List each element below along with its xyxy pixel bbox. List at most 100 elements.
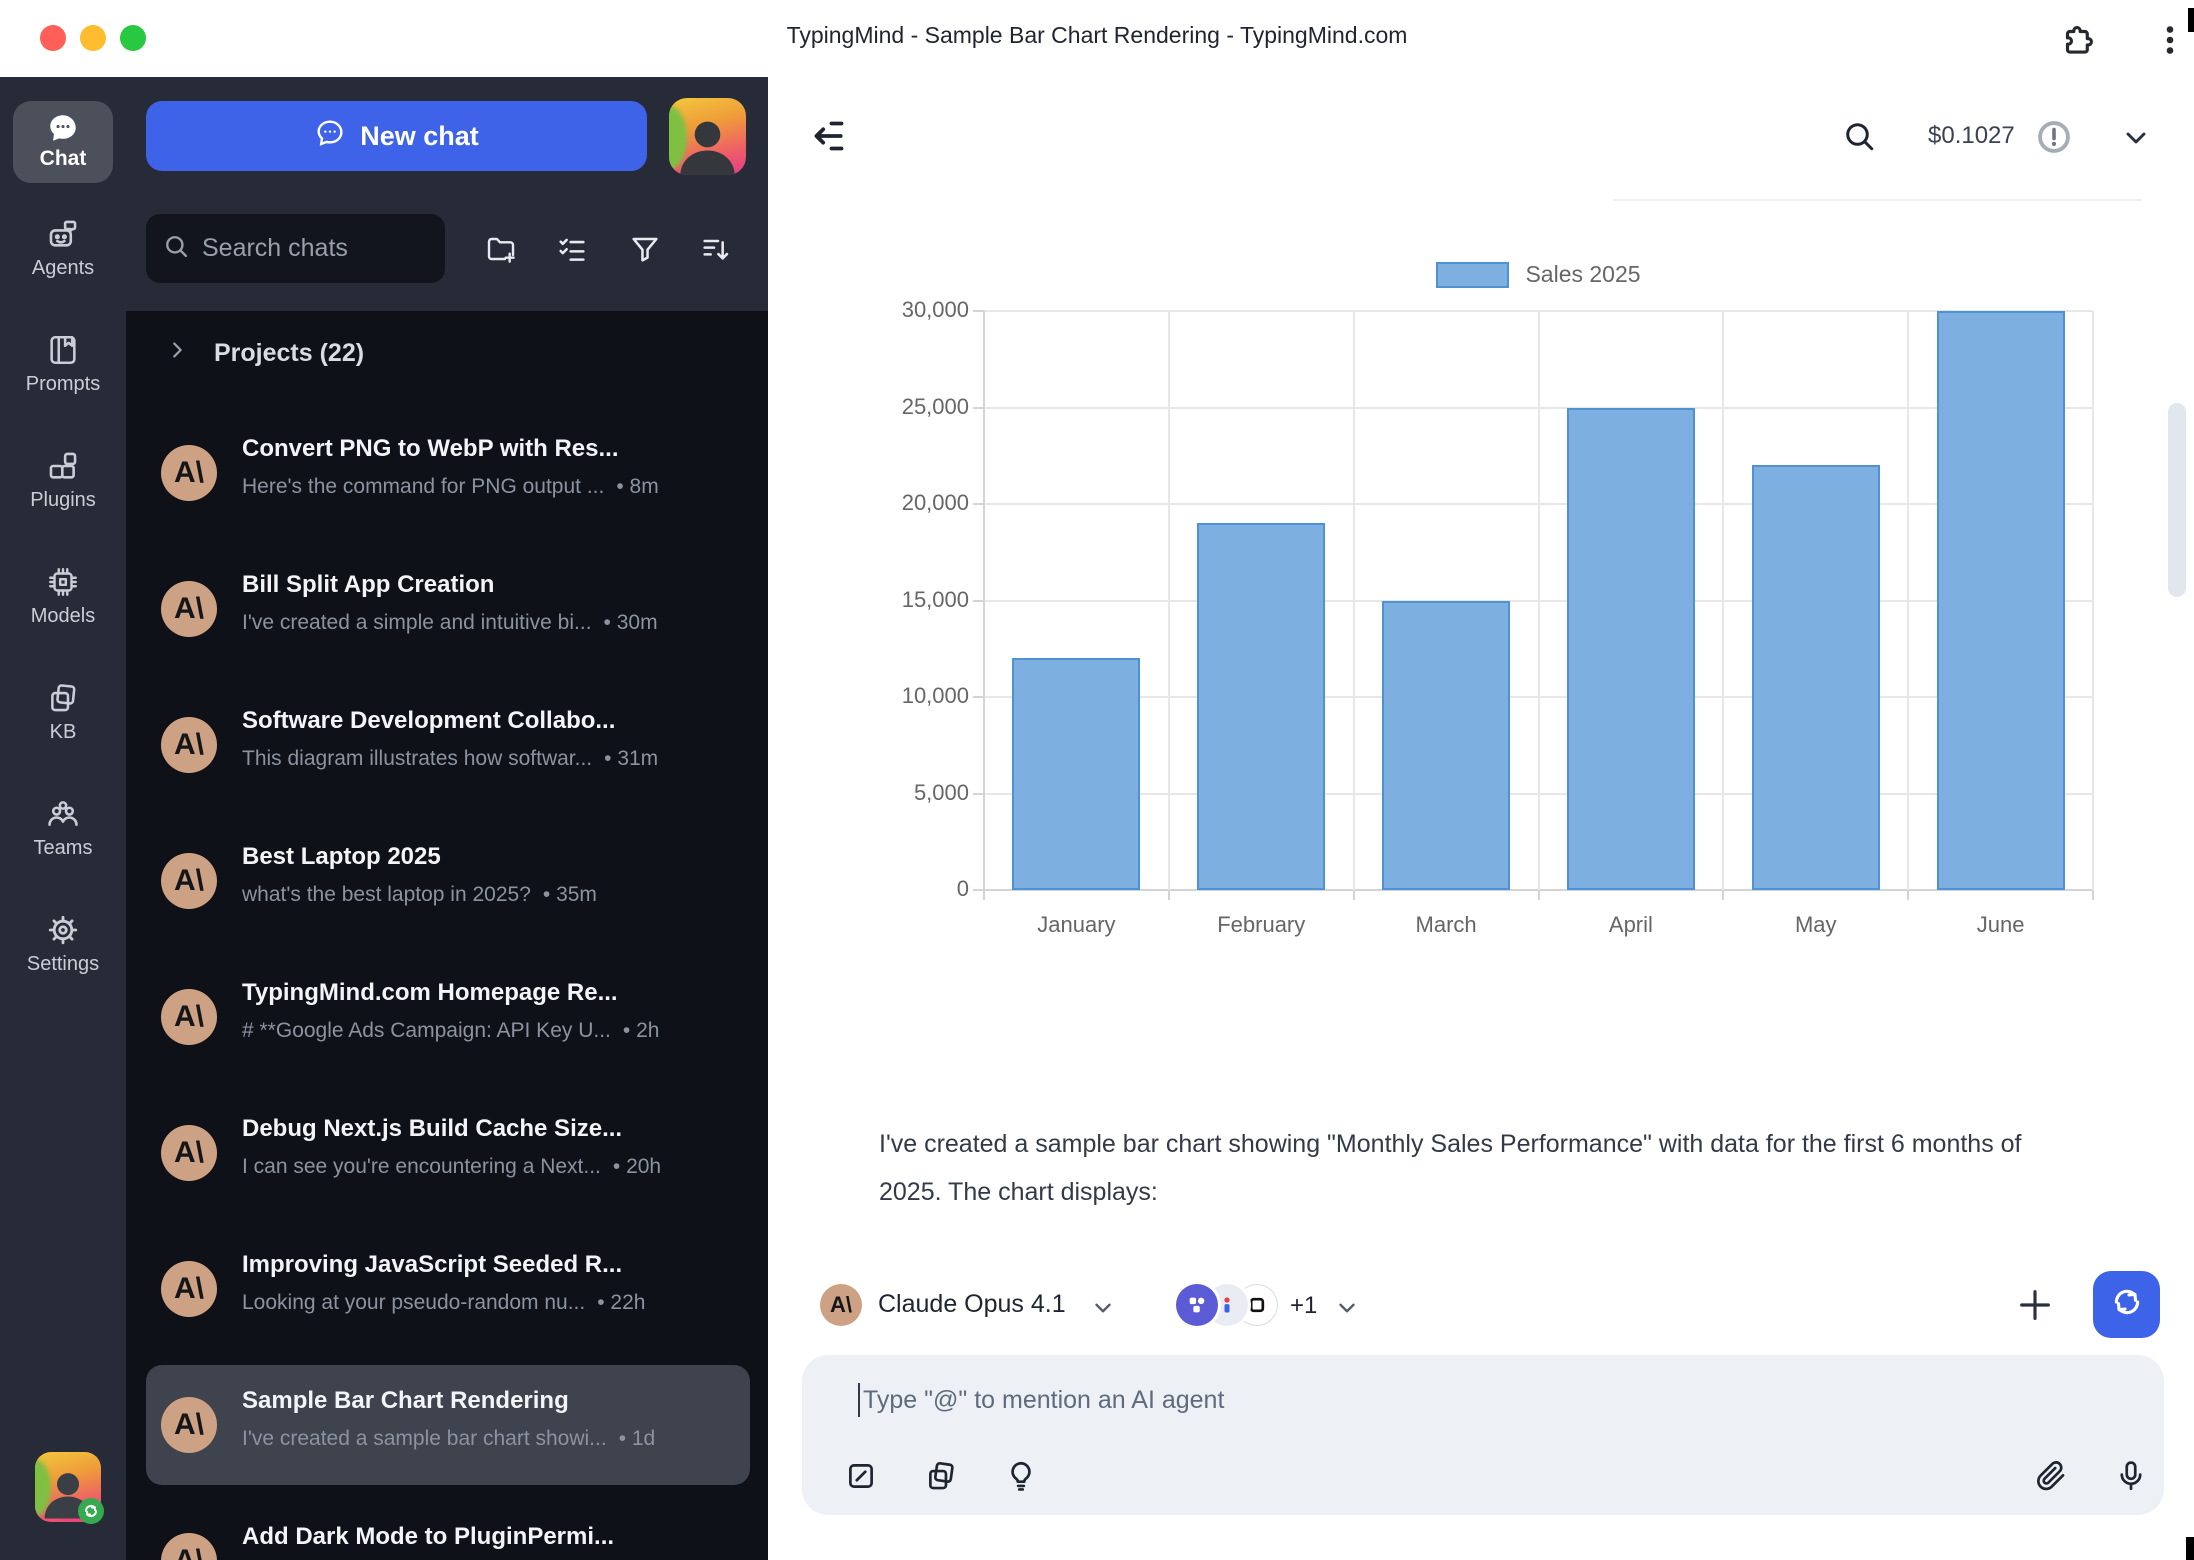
rail-item-settings[interactable]: Settings [0, 913, 126, 1007]
minimize-window-button[interactable] [80, 25, 106, 51]
extensions-puzzle-icon[interactable] [2058, 22, 2096, 65]
chat-title: Debug Next.js Build Cache Size... [242, 1115, 623, 1142]
bar-january [1012, 658, 1141, 890]
chat-title: Convert PNG to WebP with Res... [242, 435, 619, 462]
chevron-down-icon[interactable] [1090, 1295, 1116, 1326]
chevron-right-icon [166, 339, 188, 368]
chat-list-item[interactable]: A\ Bill Split App Creation I've created a … [146, 549, 750, 669]
lightbulb-icon[interactable] [1004, 1459, 1038, 1498]
chart-legend[interactable]: Sales 2025 [984, 261, 2093, 288]
y-axis-line [983, 311, 985, 890]
chat-list-item[interactable]: A\ Debug Next.js Build Cache Size... I can… [146, 1093, 750, 1213]
chat-list-item[interactable]: A\ Software Development Collabo... This di… [146, 685, 750, 805]
rail-item-prompts[interactable]: Prompts [0, 333, 126, 427]
rail-item-teams[interactable]: Teams [0, 797, 126, 891]
chat-preview: I've created a simple and intuitive bi..… [242, 611, 738, 635]
paperclip-icon[interactable] [2034, 1459, 2068, 1498]
titlebar: TypingMind - Sample Bar Chart Rendering … [0, 0, 2194, 77]
anthropic-avatar-icon: A\ [820, 1284, 862, 1326]
anthropic-avatar-icon: A\ [161, 853, 217, 909]
anthropic-avatar-icon: A\ [161, 1261, 217, 1317]
message-input[interactable]: Type "@" to mention an AI agent [802, 1355, 2164, 1515]
divider [1613, 199, 2142, 201]
x-tick [1167, 890, 1170, 900]
scrollbar-thumb[interactable] [2168, 403, 2186, 597]
chat-title: Best Laptop 2025 [242, 843, 441, 870]
y-tick [973, 889, 984, 891]
anthropic-avatar-icon: A\ [161, 1125, 217, 1181]
x-tick [1907, 890, 1910, 900]
chat-title: Software Development Collabo... [242, 707, 616, 734]
pages-copy-icon[interactable] [924, 1459, 958, 1498]
anthropic-avatar-icon: A\ [161, 1397, 217, 1453]
text-caret [858, 1383, 860, 1417]
rail-item-plugins[interactable]: Plugins [0, 449, 126, 543]
chat-list-item[interactable]: A\ Add Dark Mode to PluginPermi... [146, 1501, 750, 1560]
collapse-sidebar-icon[interactable] [809, 116, 849, 161]
y-tick [973, 406, 984, 409]
regenerate-button[interactable] [2093, 1271, 2160, 1338]
chat-list-item[interactable]: A\ Best Laptop 2025 what's the best laptop… [146, 821, 750, 941]
plugins-more-count[interactable]: +1 [1290, 1292, 1318, 1319]
chat-preview: I've created a sample bar chart showi...… [242, 1427, 738, 1451]
x-tick [1722, 890, 1725, 900]
bar-march [1382, 600, 1511, 890]
chat-list-item[interactable]: A\ Improving JavaScript Seeded R... Lookin… [146, 1229, 750, 1349]
cpu-chip-icon [0, 565, 126, 599]
rail-item-models[interactable]: Models [0, 565, 126, 659]
sort-descending-icon[interactable] [700, 233, 732, 270]
microphone-icon[interactable] [2114, 1459, 2148, 1498]
chat-time: 2h [623, 1019, 660, 1042]
chat-bubble-icon [13, 111, 113, 145]
blocks-icon [0, 449, 126, 483]
bar-february [1197, 523, 1326, 890]
close-window-button[interactable] [40, 25, 66, 51]
search-chats-input[interactable]: Search chats [146, 214, 445, 283]
chat-time: 8m [616, 475, 658, 498]
chat-preview: what's the best laptop in 2025?35m [242, 883, 738, 907]
rail-item-kb[interactable]: KB [0, 681, 126, 775]
chevron-down-icon[interactable] [1334, 1295, 1360, 1326]
chat-preview: Here's the command for PNG output ...8m [242, 475, 738, 499]
chat-preview: # **Google Ads Campaign: API Key U...2h [242, 1019, 738, 1043]
maximize-window-button[interactable] [120, 25, 146, 51]
book-bookmark-icon [0, 333, 126, 367]
search-icon[interactable] [1841, 118, 1877, 159]
user-avatar[interactable] [669, 98, 746, 175]
chat-list-item[interactable]: A\ TypingMind.com Homepage Re... # **Googl… [146, 957, 750, 1077]
filter-funnel-icon[interactable] [629, 233, 661, 270]
anthropic-avatar-icon: A\ [161, 445, 217, 501]
chat-list-item[interactable]: A\ Convert PNG to WebP with Res... Here's … [146, 413, 750, 533]
usage-cost[interactable]: $0.1027 [1928, 122, 2015, 149]
chat-time: 20h [613, 1155, 661, 1178]
y-tick [973, 599, 984, 602]
rail-item-label: Agents [31, 257, 95, 279]
y-tick-label: 5,000 [913, 779, 969, 805]
gridline-vertical [1352, 311, 1355, 890]
rail-item-chat[interactable]: Chat [13, 101, 113, 183]
rail-item-agents[interactable]: Agents [0, 217, 126, 311]
chevron-down-icon[interactable] [2120, 122, 2152, 159]
list-checks-icon[interactable] [556, 233, 588, 270]
rail-item-label: Teams [33, 837, 93, 859]
bar-april [1566, 407, 1695, 890]
new-chat-button[interactable]: New chat [146, 101, 647, 171]
plugin-avatar-icon[interactable] [1176, 1284, 1218, 1326]
gridline-vertical [1722, 311, 1725, 890]
alert-circle-icon[interactable] [2036, 119, 2072, 160]
rail-item-label: KB [49, 721, 77, 743]
rail-item-label: Prompts [25, 373, 101, 395]
chat-list-item[interactable]: A\ Sample Bar Chart Rendering I've created… [146, 1365, 750, 1485]
user-avatar-small[interactable] [35, 1452, 101, 1522]
new-chat-label: New chat [360, 120, 479, 151]
chat-time: 22h [597, 1291, 645, 1314]
plus-icon[interactable] [2015, 1285, 2055, 1330]
folder-plus-icon[interactable] [485, 233, 517, 270]
screen-artifact [2188, 8, 2194, 32]
prompt-pen-icon[interactable] [844, 1459, 878, 1498]
model-selector[interactable]: Claude Opus 4.1 [878, 1290, 1066, 1318]
projects-section-toggle[interactable]: Projects (22) [166, 339, 364, 368]
kebab-menu-icon[interactable] [2152, 22, 2188, 63]
chat-time: 30m [604, 611, 658, 634]
